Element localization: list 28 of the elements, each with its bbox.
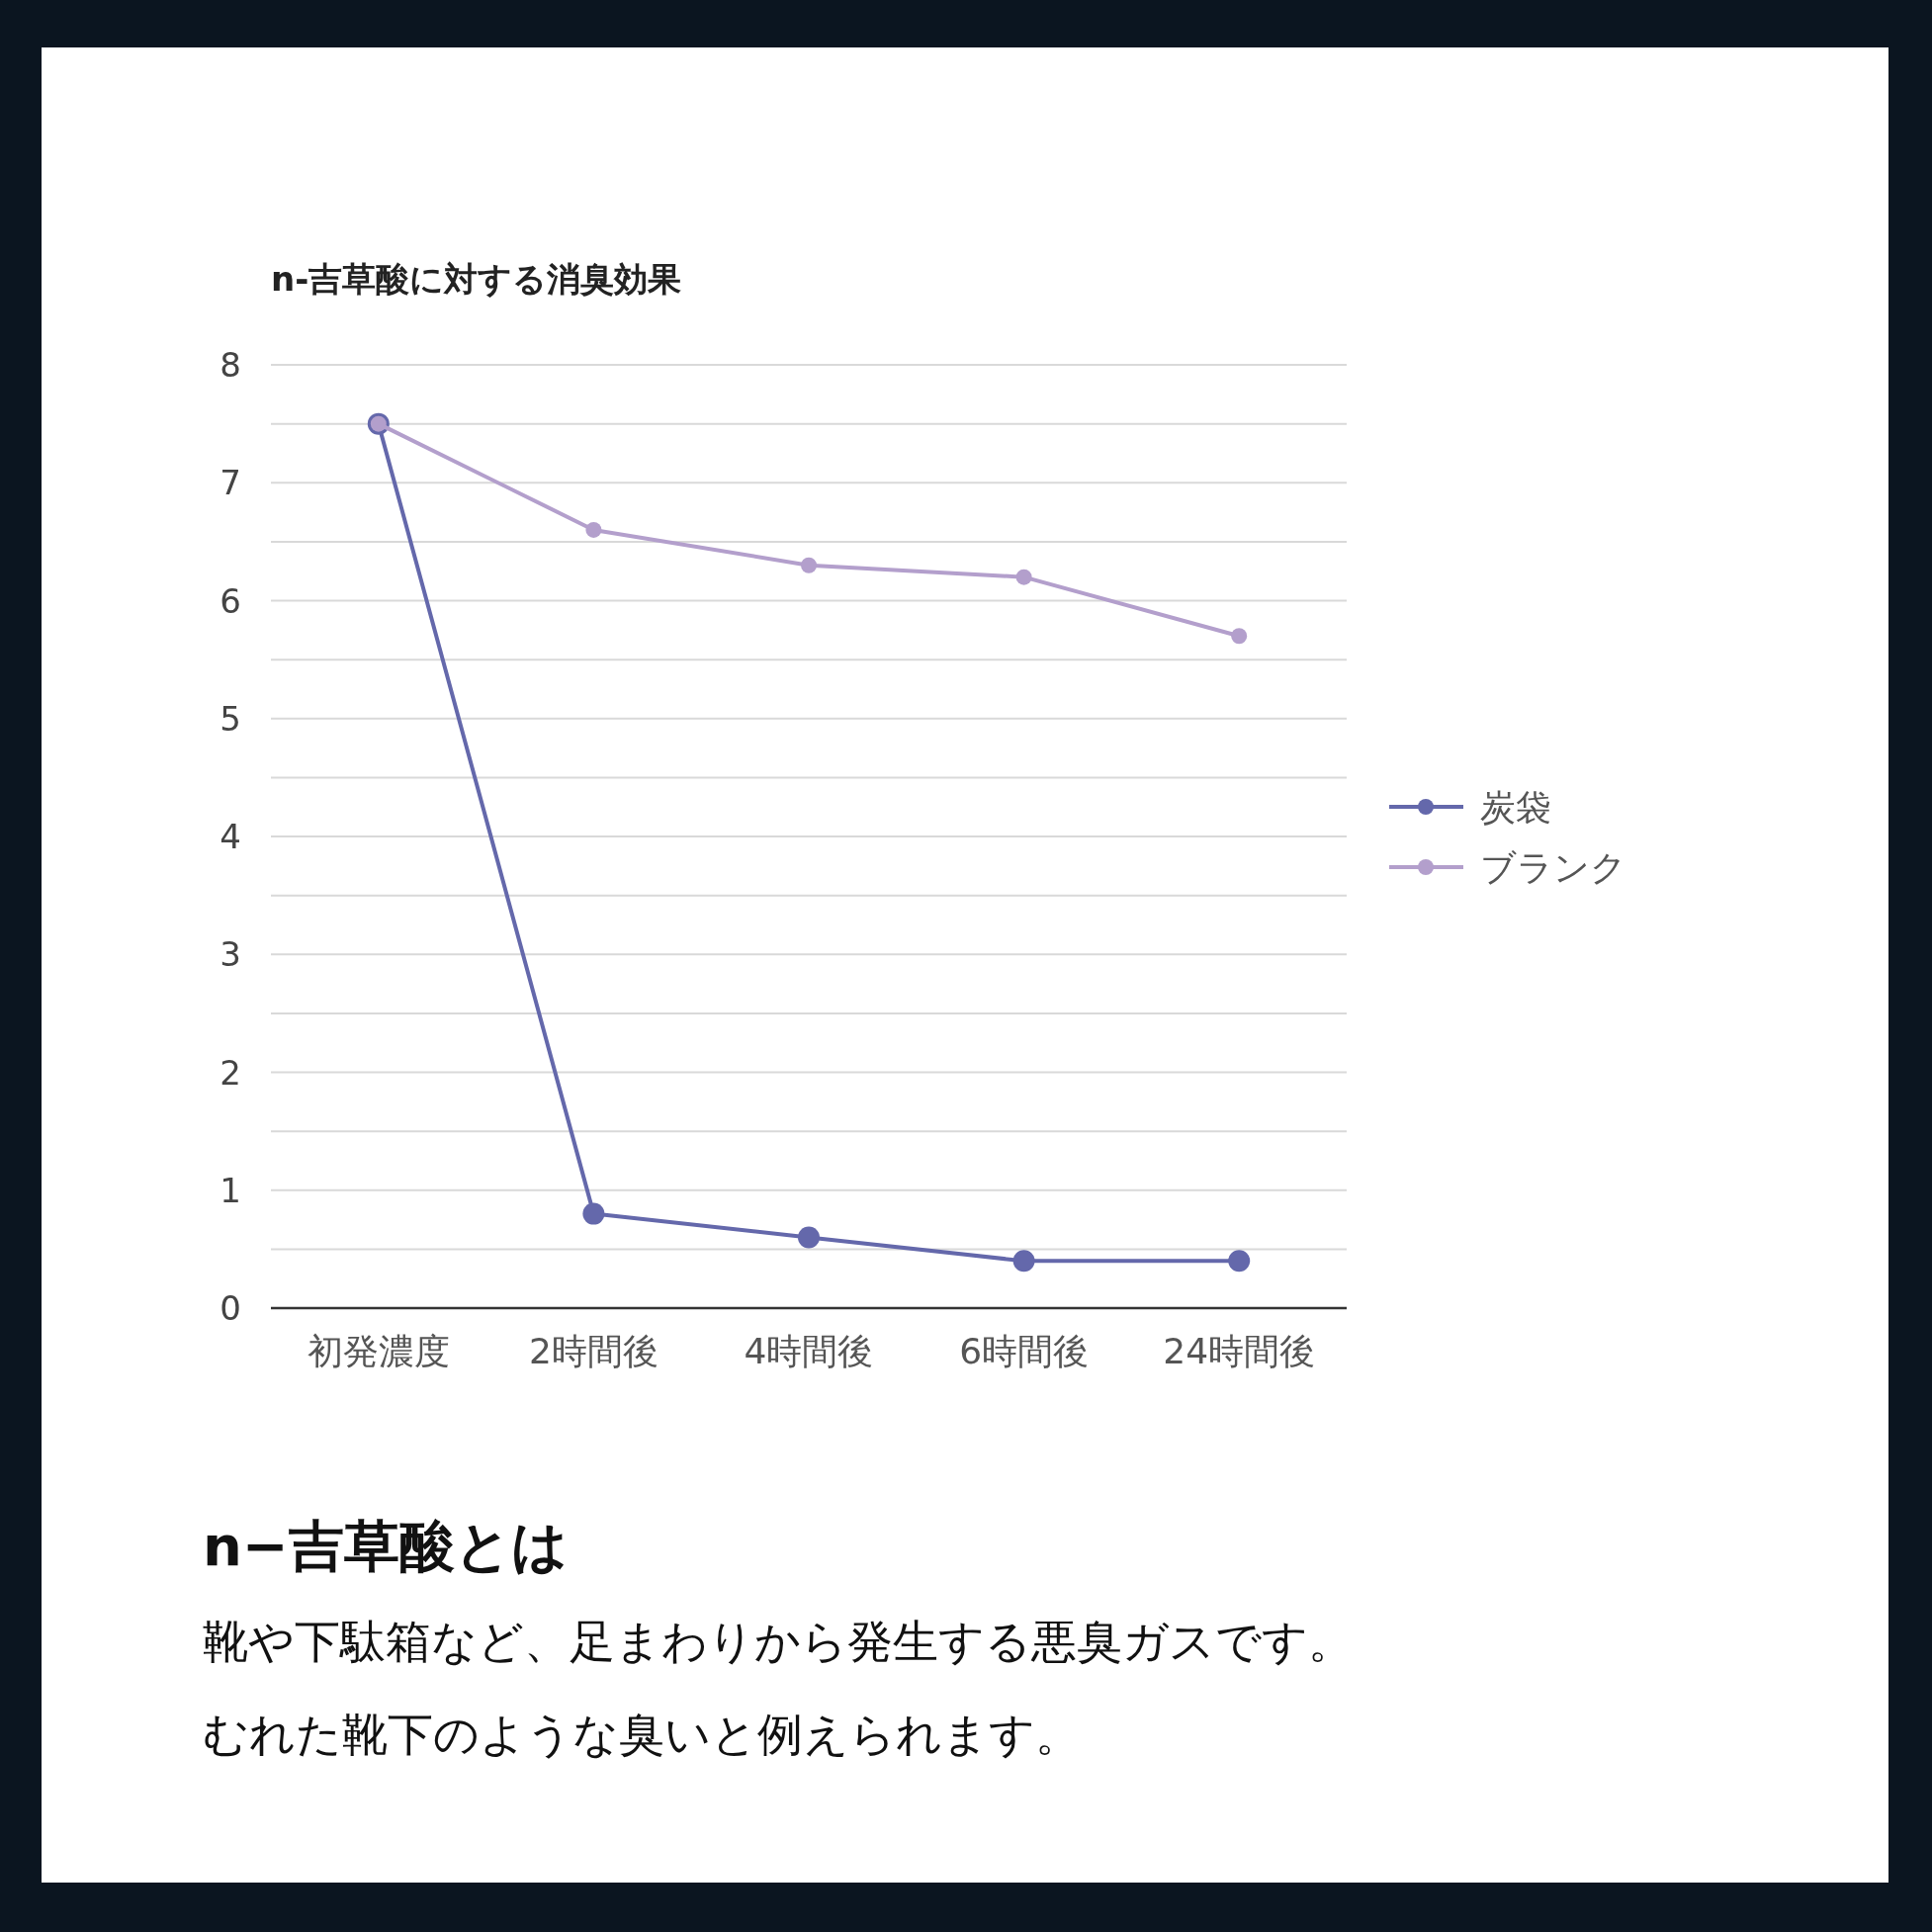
point	[582, 1202, 605, 1225]
text: むれた靴下のような臭いと例えられます。	[203, 1708, 1081, 1761]
chart-title: n-吉草酸に対する消臭効果	[271, 259, 682, 299]
y-tick-label: 7	[220, 463, 241, 503]
y-tick-label: 5	[220, 698, 241, 739]
point	[1012, 1250, 1035, 1273]
x-tick-label: 4時間後	[744, 1330, 874, 1371]
point	[798, 1226, 820, 1249]
point	[1015, 569, 1032, 585]
point	[801, 557, 817, 573]
y-tick-label: 3	[220, 934, 241, 975]
y-tick-label: 2	[220, 1052, 241, 1093]
legend-label: ブランク	[1480, 846, 1626, 888]
x-tick-label: 初発濃度	[307, 1330, 450, 1371]
point	[1228, 1250, 1251, 1273]
point	[585, 521, 602, 538]
y-tick-label: 6	[220, 580, 241, 621]
y-tick-label: 4	[220, 817, 241, 856]
y-tick-label: 1	[220, 1170, 241, 1210]
text: n−吉草酸とは	[203, 1513, 568, 1578]
x-tick-label: 6時間後	[959, 1330, 1090, 1371]
y-tick-label: 0	[220, 1288, 241, 1328]
legend-label: 炭袋	[1480, 786, 1551, 828]
text: 靴や下駄箱など、足まわりから発生する悪臭ガスです。	[203, 1615, 1354, 1668]
y-tick-label: 8	[220, 345, 241, 385]
x-tick-label: 2時間後	[528, 1330, 659, 1371]
x-tick-label: 24時間後	[1163, 1330, 1316, 1371]
point	[1231, 628, 1248, 645]
